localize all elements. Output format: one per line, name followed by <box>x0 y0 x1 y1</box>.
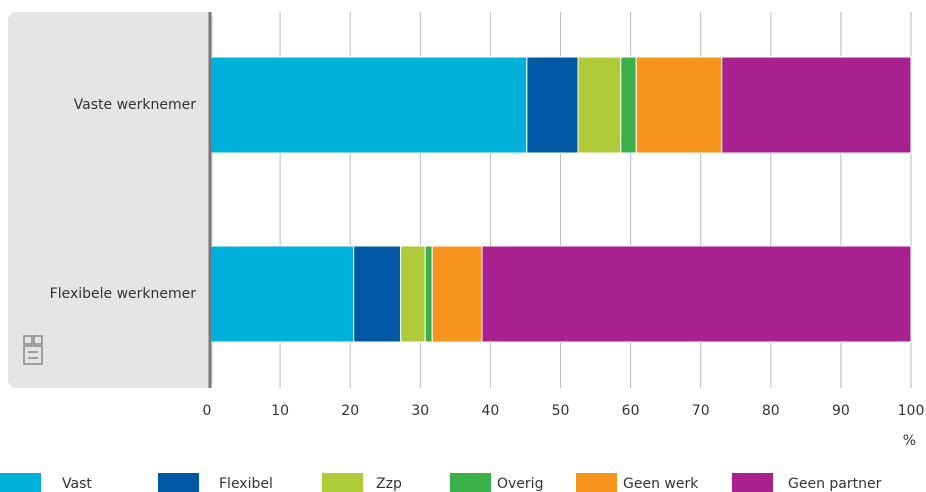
x-tick-label: 80 <box>762 403 780 419</box>
x-tick-label: 40 <box>481 403 499 419</box>
bar-segment <box>209 56 528 154</box>
legend-swatch <box>322 473 363 492</box>
bar-segment <box>431 245 483 343</box>
y-tick-label: Vaste werknemer <box>74 97 197 113</box>
legend-swatch <box>732 473 773 492</box>
legend-label: Overig <box>497 476 543 492</box>
legend-label: Vast <box>62 476 92 492</box>
x-tick-label: 0 <box>203 403 212 419</box>
bar-segment <box>481 245 912 343</box>
legend-label: Zzp <box>376 476 402 492</box>
bar-segment <box>424 245 433 343</box>
x-tick-label: 10 <box>271 403 289 419</box>
legend-swatch <box>0 473 41 492</box>
x-tick-label: 60 <box>622 403 640 419</box>
x-tick-label: 100 <box>898 403 925 419</box>
x-tick-label: 90 <box>832 403 850 419</box>
y-tick-label: Flexibele werknemer <box>50 286 197 302</box>
bar-segment <box>721 56 912 154</box>
bar-segment <box>353 245 402 343</box>
legend-swatch <box>450 473 491 492</box>
legend-label: Flexibel <box>219 476 273 492</box>
x-tick-label: 30 <box>411 403 429 419</box>
x-axis-label: % <box>903 433 916 449</box>
bar-segment <box>620 56 637 154</box>
legend-swatch <box>576 473 617 492</box>
bar-segment <box>526 56 579 154</box>
bar-segment <box>635 56 723 154</box>
bar-segment <box>577 56 622 154</box>
category-panel <box>8 12 213 388</box>
x-tick-label: 70 <box>692 403 710 419</box>
legend-label: Geen werk <box>623 476 699 492</box>
bar-segment <box>400 245 426 343</box>
legend-swatch <box>158 473 199 492</box>
x-tick-label: 20 <box>341 403 359 419</box>
bar-segment <box>209 245 355 343</box>
x-tick-label: 50 <box>552 403 570 419</box>
legend-label: Geen partner <box>788 476 882 492</box>
cbs-logo <box>23 335 43 365</box>
